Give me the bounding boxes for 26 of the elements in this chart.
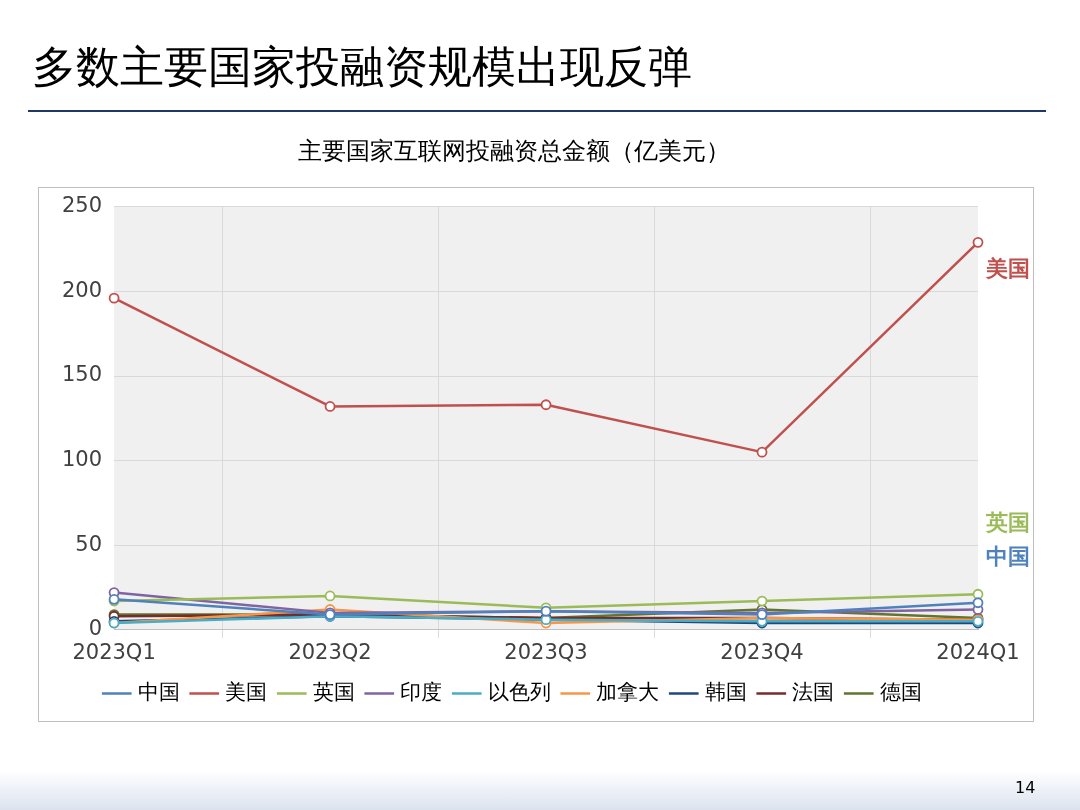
text: 英国 xyxy=(985,509,1030,535)
legend-label: 法国 xyxy=(792,679,835,704)
text: 中国 xyxy=(986,543,1030,569)
y-tick-label: 150 xyxy=(61,362,103,387)
legend-label: 英国 xyxy=(312,679,355,704)
y-tick-label: 50 xyxy=(75,531,103,556)
x-tick-label: 2023Q3 xyxy=(504,639,588,664)
y-tick-label: 250 xyxy=(61,193,103,218)
text: 美国 xyxy=(985,255,1030,281)
legend-label: 中国 xyxy=(137,679,180,704)
legend-label: 韩国 xyxy=(704,679,747,704)
legend-label: 以色列 xyxy=(487,679,551,704)
legend-label: 加拿大 xyxy=(596,679,660,704)
x-tick-label: 2023Q1 xyxy=(72,639,156,664)
text: 14 xyxy=(1015,778,1036,797)
y-tick-label: 0 xyxy=(88,616,103,641)
legend-label: 美国 xyxy=(225,679,268,704)
chart-subtitle: 主要国家互联网投融资总金额（亿美元） xyxy=(298,136,730,165)
legend-label: 德国 xyxy=(879,679,922,704)
chart-title: 多数主要国家投融资规模出现反弹 xyxy=(32,40,692,94)
y-tick-label: 100 xyxy=(61,447,103,472)
y-tick-label: 200 xyxy=(61,277,103,302)
x-tick-label: 2024Q1 xyxy=(936,639,1020,664)
legend-label: 印度 xyxy=(400,679,443,704)
x-tick-label: 2023Q4 xyxy=(720,639,804,664)
x-tick-label: 2023Q2 xyxy=(288,639,372,664)
